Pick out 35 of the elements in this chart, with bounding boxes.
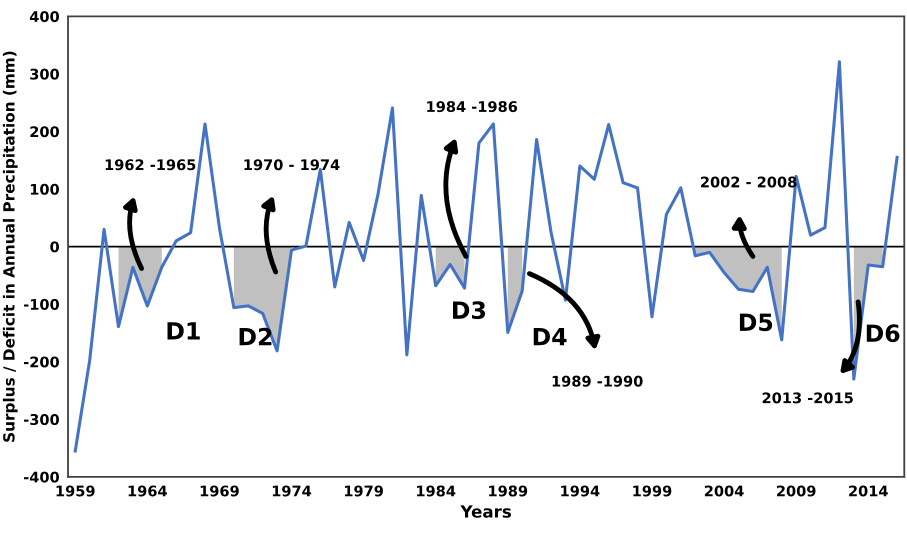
y-tick-label: 400 — [30, 11, 59, 22]
x-tick-label: 1999 — [633, 485, 672, 496]
annotation: D1 — [168, 322, 200, 340]
annotation: D3 — [453, 301, 485, 320]
annotation: D6 — [866, 324, 900, 342]
y-tick-label: 0 — [50, 241, 59, 252]
x-tick-label: 2009 — [777, 485, 816, 496]
x-tick-label: 1989 — [489, 485, 528, 496]
x-tick-label: 1984 — [417, 485, 456, 496]
x-tick-label: 1969 — [200, 485, 239, 496]
x-tick-label: 2014 — [849, 485, 888, 496]
annotation: D2 — [240, 328, 272, 346]
annotation: D4 — [534, 328, 567, 346]
x-tick-label: 1959 — [56, 485, 95, 496]
y-tick-label: 300 — [30, 68, 59, 80]
annotation: D5 — [740, 314, 772, 332]
line-series — [74, 60, 899, 452]
annotation: 1962 -1965 — [106, 159, 196, 170]
x-axis-title: Years — [460, 505, 511, 518]
y-axis-title: Surplus / Deficit in Annual Precipitation (mm) — [2, 52, 18, 442]
x-tick-label: 1974 — [272, 485, 312, 496]
y-tick-label: -200 — [24, 356, 59, 368]
y-tick-label: 200 — [30, 126, 59, 138]
y-tick-label: 100 — [30, 184, 59, 195]
annotation: 1989 -1990 — [552, 376, 643, 387]
y-tick-label: -400 — [24, 472, 59, 483]
y-tick-label: -100 — [24, 298, 59, 310]
x-tick-label: 1994 — [561, 485, 600, 496]
y-tick-label: -300 — [24, 414, 59, 426]
x-tick-label: 1964 — [128, 485, 167, 496]
annotation: 2013 -2015 — [762, 392, 853, 404]
x-tick-label: 2004 — [704, 485, 744, 496]
annotation: 1970 - 1974 — [244, 159, 340, 170]
annotation: 1984 -1986 — [427, 101, 518, 112]
x-tick-label: 1979 — [344, 485, 383, 496]
